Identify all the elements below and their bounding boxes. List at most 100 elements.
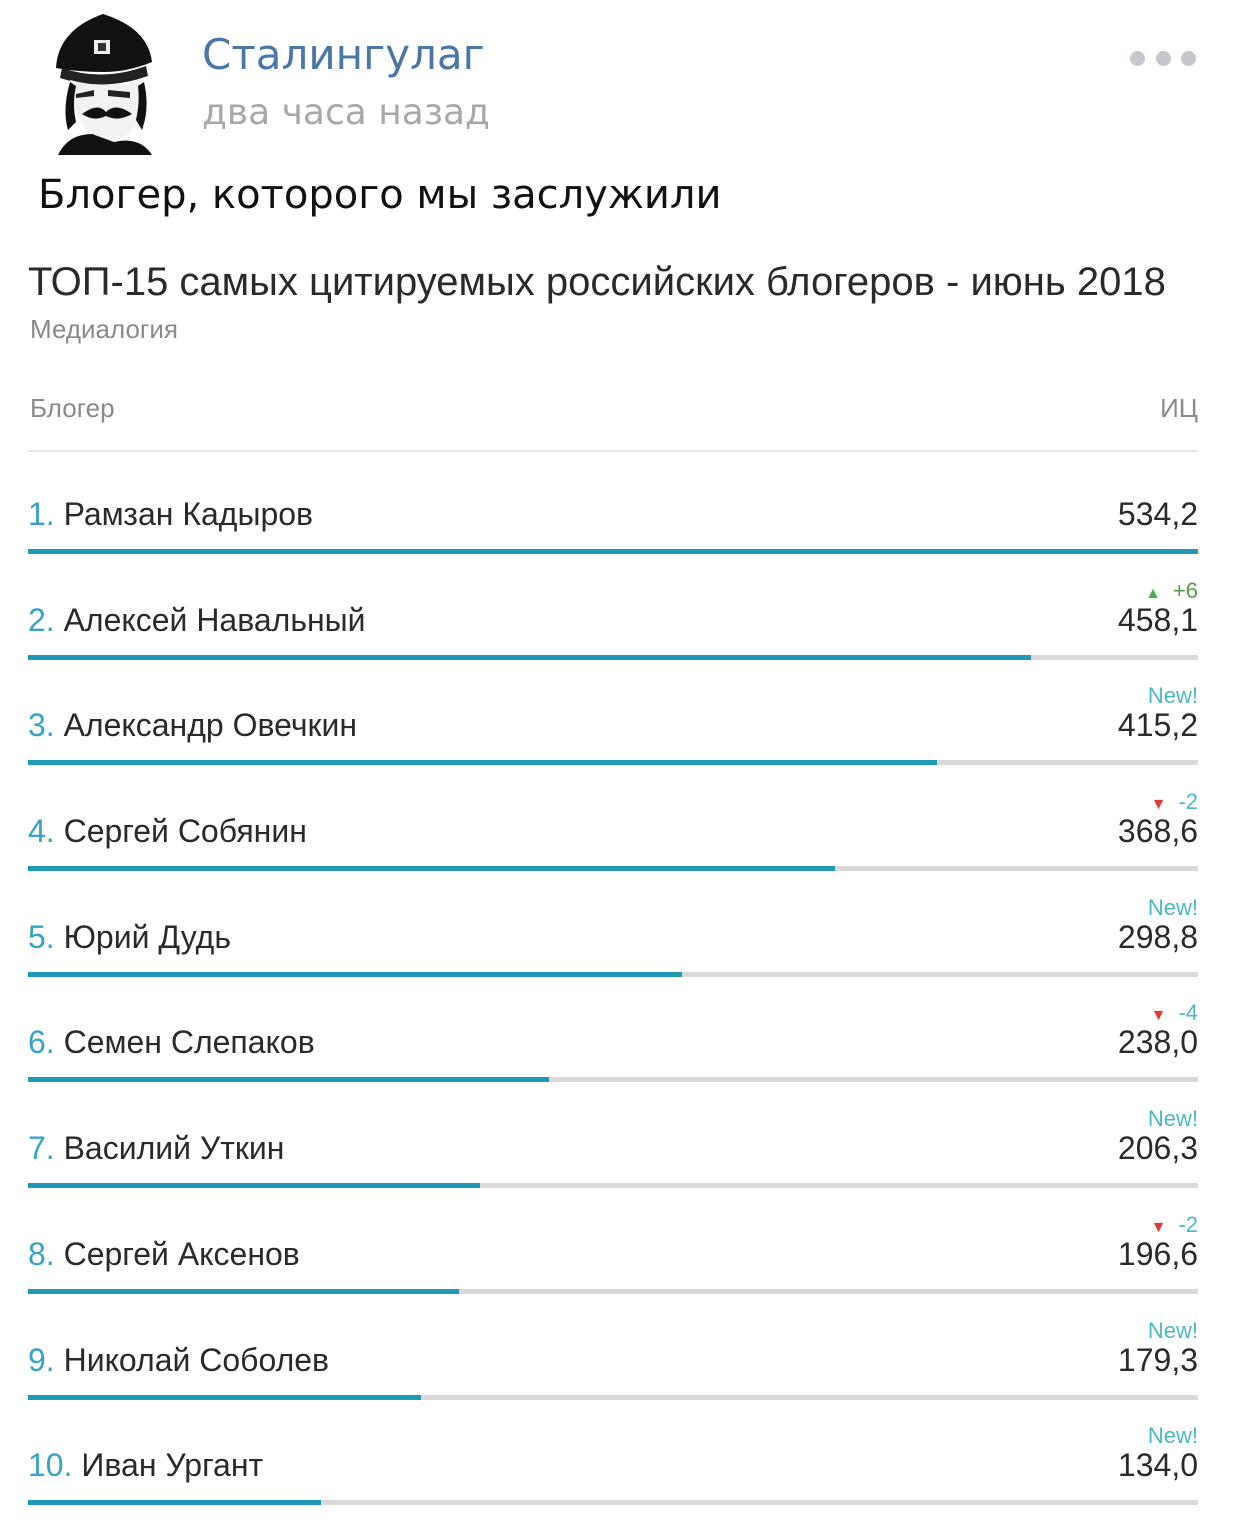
rank-row: 7. Василий Уткин New! 206,3 xyxy=(28,1086,1198,1192)
post-text: Блогер, которого мы заслужили xyxy=(38,172,722,218)
bar-track xyxy=(28,1288,1198,1294)
rank-change-badge: ▼ -2 xyxy=(1151,1212,1198,1238)
infographic-source: Медиалогия xyxy=(30,314,179,344)
ic-value: 534,2 xyxy=(1117,496,1198,532)
rank-number: 2. xyxy=(28,601,55,638)
rank-row: 9. Николай Соболев New! 179,3 xyxy=(28,1298,1198,1404)
more-dot-icon xyxy=(1130,50,1145,66)
rank-row: 1. Рамзан Кадыров 534,2 xyxy=(28,452,1198,558)
rank-change-badge: New! xyxy=(1148,683,1198,709)
ic-value: 238,0 xyxy=(1117,1024,1198,1061)
rank-row: 10. Иван Ургант New! 134,0 xyxy=(28,1403,1198,1509)
post-image-infographic[interactable]: ТОП-15 самых цитируемых российских блоге… xyxy=(0,250,1242,1534)
rank-change-text: -2 xyxy=(1178,789,1198,815)
rank-change-text: +6 xyxy=(1172,577,1198,603)
avatar-portrait-icon xyxy=(56,14,152,155)
blogger-name: Василий Уткин xyxy=(54,1130,285,1167)
rank-change-badge: ▼ -2 xyxy=(1151,789,1198,815)
bar-fill xyxy=(28,1077,550,1083)
rank-row: 5. Юрий Дудь New! 298,8 xyxy=(28,875,1198,981)
rank-number: 4. xyxy=(28,813,55,850)
rank-change-text: New! xyxy=(1147,683,1198,709)
bar-fill xyxy=(28,760,938,766)
bar-track xyxy=(28,1500,1198,1506)
ic-value: 206,3 xyxy=(1117,1130,1198,1167)
post-timestamp[interactable]: два часа назад xyxy=(202,92,490,133)
rank-row: 6. Семен Слепаков ▼ -4 238,0 xyxy=(28,980,1198,1086)
rank-change-text: New! xyxy=(1147,1106,1198,1132)
rank-number: 5. xyxy=(28,918,55,955)
bar-track xyxy=(28,1077,1198,1083)
rank-label: 1. Рамзан Кадыров xyxy=(28,496,313,533)
column-header-ic: ИЦ xyxy=(1160,393,1198,423)
rank-number: 8. xyxy=(28,1235,55,1272)
more-dot-icon xyxy=(1181,50,1196,66)
ic-value: 196,6 xyxy=(1117,1235,1198,1272)
ic-value: 458,1 xyxy=(1117,601,1198,638)
blogger-name: Сергей Аксенов xyxy=(54,1235,300,1272)
rank-number: 1. xyxy=(28,496,55,532)
rank-change-badge: New! xyxy=(1148,1423,1198,1449)
bar-track xyxy=(28,549,1198,554)
rank-change-text: New! xyxy=(1147,1317,1198,1343)
arrow-down-icon: ▼ xyxy=(1150,1007,1167,1025)
rank-row: 4. Сергей Собянин ▼ -2 368,6 xyxy=(28,769,1198,875)
blogger-name: Алексей Навальный xyxy=(54,601,366,638)
bar-fill xyxy=(28,654,1032,660)
bar-fill xyxy=(28,1183,480,1189)
blogger-name: Семен Слепаков xyxy=(54,1024,315,1061)
rank-label: 6. Семен Слепаков xyxy=(28,1024,315,1061)
rank-change-text: New! xyxy=(1147,894,1198,920)
more-options-button[interactable] xyxy=(1130,40,1196,76)
rank-number: 3. xyxy=(28,707,55,744)
bar-track xyxy=(28,971,1198,977)
rank-label: 5. Юрий Дудь xyxy=(28,919,231,956)
more-dot-icon xyxy=(1155,50,1171,66)
post-header: Сталингулаг два часа назад xyxy=(0,0,1242,165)
bar-track xyxy=(28,866,1198,872)
rank-label: 4. Сергей Собянин xyxy=(28,813,307,850)
rank-row: 8. Сергей Аксенов ▼ -2 196,6 xyxy=(28,1192,1198,1298)
rank-label: 10. Иван Ургант xyxy=(28,1447,263,1484)
arrow-up-icon: ▲ xyxy=(1145,584,1161,602)
bar-track xyxy=(28,1394,1198,1400)
bar-fill xyxy=(28,1394,421,1400)
arrow-down-icon: ▼ xyxy=(1150,1218,1167,1236)
blogger-name: Рамзан Кадыров xyxy=(54,496,314,532)
ic-value: 134,0 xyxy=(1117,1447,1198,1484)
rank-number: 10. xyxy=(28,1447,73,1484)
bar-track xyxy=(28,1183,1198,1189)
bar-track xyxy=(28,760,1198,766)
rank-change-badge: New! xyxy=(1148,895,1198,921)
rank-row: 2. Алексей Навальный ▲ +6 458,1 xyxy=(28,558,1198,664)
rank-number: 7. xyxy=(28,1130,55,1167)
rank-label: 7. Василий Уткин xyxy=(28,1130,284,1167)
avatar[interactable] xyxy=(48,10,158,155)
column-header-blogger: Блогер xyxy=(30,393,115,423)
rank-list: 1. Рамзан Кадыров 534,2 2. Алексей Навальн… xyxy=(28,452,1198,1509)
rank-change-text: -4 xyxy=(1178,1000,1198,1026)
rank-label: 8. Сергей Аксенов xyxy=(28,1236,300,1273)
ic-value: 298,8 xyxy=(1117,918,1198,955)
rank-change-badge: ▼ -4 xyxy=(1151,1000,1198,1026)
rank-number: 9. xyxy=(28,1341,55,1378)
rank-change-badge: New! xyxy=(1148,1318,1198,1344)
bar-fill xyxy=(28,971,683,977)
bar-fill xyxy=(28,866,836,872)
rank-label: 2. Алексей Навальный xyxy=(28,602,366,639)
bar-track xyxy=(28,654,1198,660)
rank-label: 3. Александр Овечкин xyxy=(28,707,357,744)
author-name-link[interactable]: Сталингулаг xyxy=(202,30,485,79)
blogger-name: Юрий Дудь xyxy=(54,918,231,955)
blogger-name: Сергей Собянин xyxy=(54,813,307,850)
ic-value: 179,3 xyxy=(1117,1341,1198,1378)
rank-number: 6. xyxy=(28,1024,55,1061)
ic-value: 415,2 xyxy=(1117,707,1198,744)
rank-change-badge: ▲ +6 xyxy=(1145,578,1198,604)
rank-change-text: -2 xyxy=(1178,1211,1198,1237)
bar-fill xyxy=(28,549,1198,554)
infographic-title: ТОП-15 самых цитируемых российских блоге… xyxy=(28,260,1166,304)
blogger-name: Николай Соболев xyxy=(54,1341,330,1378)
rank-change-badge: New! xyxy=(1148,1106,1198,1132)
header-divider xyxy=(28,450,1198,452)
